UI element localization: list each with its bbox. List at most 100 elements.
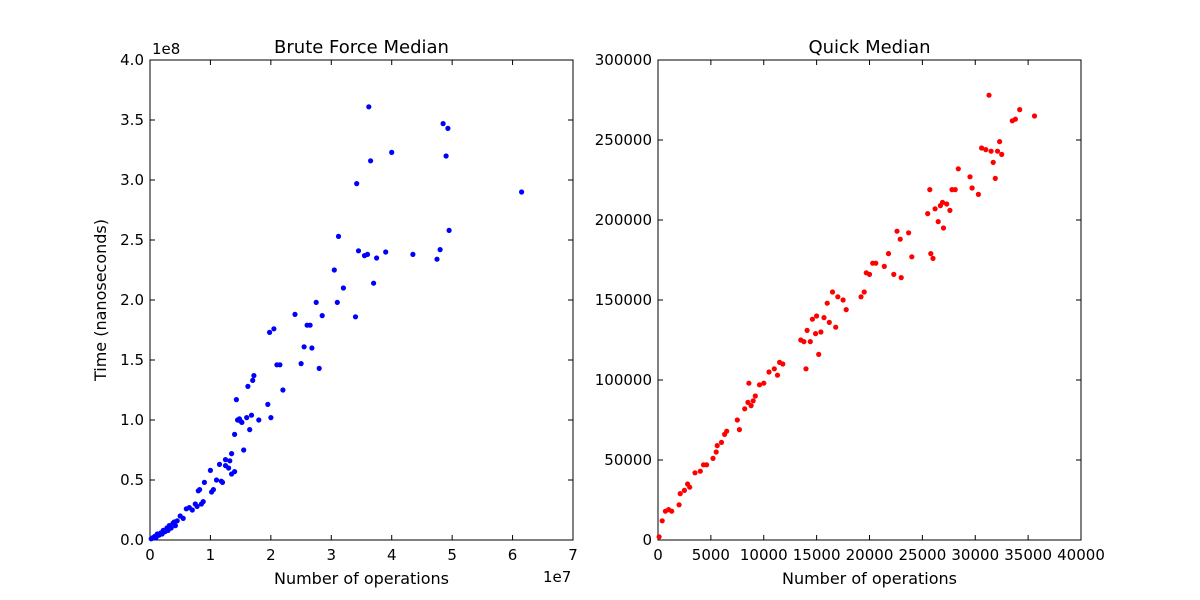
data-point — [174, 518, 180, 524]
data-point — [669, 508, 675, 514]
ticks-brute-force: 0 1 2 3 4 5 6 7 0.0 0.5 1.0 1.5 2.0 2.5 3.0 3.5 4.0 — [120, 51, 578, 564]
data-point — [969, 185, 975, 191]
data-point — [809, 316, 816, 322]
data-point — [803, 366, 809, 372]
plot-area-quick-median — [657, 59, 1082, 541]
plot-area-brute-force — [149, 59, 574, 541]
x-tick-label: 2 — [266, 546, 276, 564]
data-point — [692, 470, 698, 476]
data-point — [885, 251, 892, 257]
data-point — [364, 251, 371, 257]
data-point — [222, 463, 229, 469]
data-point — [519, 189, 525, 195]
data-point — [736, 427, 743, 433]
data-point — [997, 139, 1003, 145]
data-point — [247, 427, 253, 433]
points-brute-force — [148, 104, 525, 542]
x-tick-label: 10000 — [740, 546, 788, 564]
x-tick-label: 6 — [508, 546, 518, 564]
y-offset-label: 1e8 — [152, 40, 180, 58]
data-point — [280, 387, 286, 393]
data-point — [244, 415, 250, 421]
data-point — [858, 294, 864, 300]
x-tick-label: 35000 — [1004, 546, 1052, 564]
points-quick-median — [656, 92, 1038, 540]
data-point — [676, 502, 682, 508]
data-point — [180, 515, 186, 522]
data-point — [840, 297, 846, 303]
data-point — [992, 175, 998, 181]
data-point — [331, 267, 337, 273]
x-tick-label: 0 — [145, 546, 155, 564]
data-point — [967, 174, 973, 180]
data-point — [265, 401, 271, 407]
data-point — [216, 461, 223, 467]
data-point — [656, 534, 662, 540]
data-point — [298, 361, 304, 367]
data-point — [1012, 116, 1019, 122]
data-point — [821, 315, 827, 321]
data-point — [935, 219, 941, 225]
data-point — [756, 382, 763, 388]
ticks-quick-median: 0 5000 10000 15000 20000 25000 30000 35000 40000… — [595, 51, 1105, 564]
data-point — [189, 507, 195, 513]
data-point — [309, 345, 315, 351]
y-tick-label: 3.5 — [120, 111, 144, 129]
data-point — [374, 255, 380, 261]
data-point — [227, 458, 233, 464]
data-point — [843, 307, 849, 313]
data-point — [833, 324, 839, 330]
x-tick-label: 20000 — [846, 546, 894, 564]
data-point — [999, 151, 1005, 157]
y-tick-label: 2.5 — [120, 231, 144, 249]
data-point — [940, 225, 947, 231]
data-point — [277, 362, 283, 368]
data-point — [891, 271, 897, 277]
data-point — [986, 92, 992, 98]
data-point — [990, 159, 996, 165]
data-point — [1031, 113, 1038, 119]
y-tick-label: 0.5 — [120, 471, 144, 489]
data-point — [241, 447, 247, 453]
data-point — [383, 249, 389, 255]
x-tick-label: 1 — [206, 546, 216, 564]
data-point — [687, 484, 693, 490]
data-point — [766, 369, 772, 375]
y-tick-label: 0 — [642, 531, 652, 549]
data-point — [233, 397, 239, 403]
x-tick-label: 25000 — [899, 546, 947, 564]
data-point — [873, 260, 879, 266]
data-point — [659, 518, 665, 524]
x-axis-label: Number of operations — [782, 569, 957, 588]
data-point — [814, 313, 820, 319]
data-point — [742, 406, 748, 412]
x-axis-label: Number of operations — [274, 569, 449, 588]
data-point — [194, 503, 200, 509]
data-point — [301, 344, 307, 350]
x-tick-label: 3 — [327, 546, 337, 564]
y-tick-label: 200000 — [595, 211, 652, 229]
x-tick-label: 15000 — [793, 546, 841, 564]
data-point — [734, 417, 740, 423]
x-tick-label: 5 — [447, 546, 457, 564]
data-point — [440, 121, 446, 127]
data-point — [354, 181, 360, 187]
data-point — [947, 207, 953, 213]
data-point — [168, 525, 174, 531]
x-tick-label: 40000 — [1057, 546, 1105, 564]
data-point — [774, 372, 781, 378]
data-point — [1017, 107, 1023, 113]
data-point — [335, 233, 342, 239]
data-point — [232, 431, 238, 437]
chart-quick-median: Quick Median Number of operations 0 5000 1… — [595, 37, 1105, 588]
data-point — [979, 145, 985, 151]
data-point — [213, 477, 220, 483]
data-point — [437, 247, 443, 253]
data-point — [443, 153, 449, 159]
data-point — [410, 251, 416, 257]
data-point — [271, 326, 277, 332]
data-point — [928, 251, 934, 257]
y-tick-label: 1.0 — [120, 411, 144, 429]
y-tick-label: 150000 — [595, 291, 652, 309]
